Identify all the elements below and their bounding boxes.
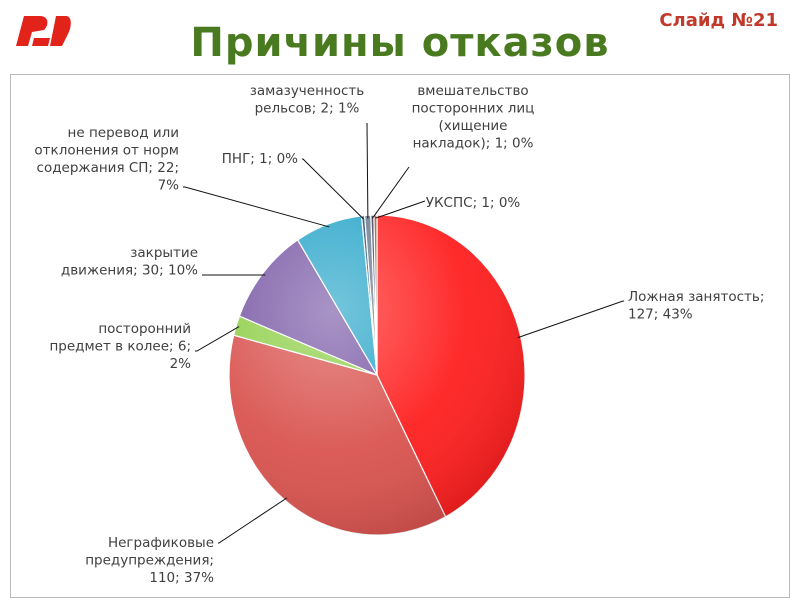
rzd-logo-icon <box>16 16 71 46</box>
data-labels: Ложная занятость; 127; 43% Неграфиковые пре… <box>34 83 764 586</box>
page-title: Причины отказов <box>190 20 610 66</box>
pie-chart: Ложная занятость; 127; 43% Неграфиковые пре… <box>34 83 764 586</box>
leader-lines <box>183 122 624 544</box>
data-label-8: вмешательство посторонних лиц (хищение накл… <box>412 83 535 152</box>
slide-number: Слайд №21 <box>659 10 778 31</box>
data-label-7: замазученность рельсов; 2; 1% <box>250 83 365 117</box>
data-label-4: закрытие движения; 30; 10% <box>61 245 198 279</box>
leader-line-6 <box>302 158 364 220</box>
leader-line-5 <box>183 186 330 228</box>
data-label-9: УКСПС; 1; 0% <box>426 195 521 211</box>
leader-line-1 <box>517 300 624 339</box>
data-label-6: ПНГ; 1; 0% <box>222 151 298 167</box>
data-label-1: Ложная занятость; 127; 43% <box>628 289 764 323</box>
data-label-5: не перевод или отклонения от норм содержан… <box>34 125 179 194</box>
leader-line-9 <box>375 200 426 219</box>
data-label-2: Неграфиковые предупреждения; 110; 37% <box>85 535 214 586</box>
leader-line-8 <box>372 166 410 219</box>
data-label-3: посторонний предмет в колее; 6; 2% <box>49 321 191 372</box>
chart-frame: Ложная занятость; 127; 43% Неграфиковые пре… <box>10 74 790 598</box>
pie-slices <box>228 214 526 536</box>
leader-line-2 <box>218 497 288 544</box>
leader-line-3 <box>195 326 240 352</box>
leader-line-7 <box>366 122 369 219</box>
